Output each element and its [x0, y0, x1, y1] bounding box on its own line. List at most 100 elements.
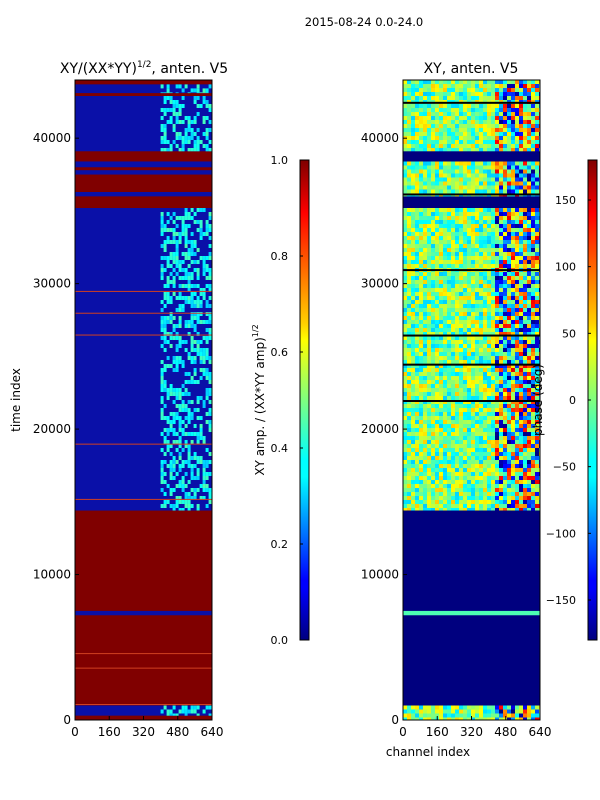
phase-cell — [415, 432, 419, 436]
phase-cell — [523, 228, 527, 232]
phase-cell — [431, 208, 435, 212]
phase-cell — [531, 336, 535, 340]
phase-cell — [519, 504, 523, 508]
phase-cell — [507, 412, 511, 416]
phase-cell — [403, 340, 407, 344]
amplitude-cell — [172, 292, 176, 296]
phase-cell — [419, 260, 423, 264]
phase-cell — [435, 464, 439, 468]
phase-cell — [503, 460, 507, 464]
phase-cell — [427, 444, 431, 448]
amplitude-cell — [193, 268, 197, 272]
phase-cell — [535, 476, 539, 480]
phase-cell — [495, 84, 499, 88]
phase-cell — [419, 304, 423, 308]
phase-cell — [463, 709, 467, 714]
amplitude-cell — [196, 488, 200, 492]
phase-cell — [527, 256, 531, 260]
phase-cell — [483, 80, 487, 84]
phase-cell — [503, 88, 507, 92]
phase-cell — [507, 508, 511, 511]
phase-cell — [471, 504, 475, 508]
phase-cell — [527, 232, 531, 236]
amplitude-cell — [169, 384, 173, 388]
phase-cell — [527, 304, 531, 308]
phase-cell — [415, 248, 419, 252]
phase-cell — [515, 260, 519, 264]
phase-cell — [463, 476, 467, 480]
phase-cell — [419, 460, 423, 464]
phase-cell — [507, 492, 511, 496]
phase-cell — [407, 177, 411, 182]
amplitude-cell — [187, 116, 191, 120]
amplitude-cell — [193, 464, 197, 468]
amplitude-cell — [175, 412, 179, 416]
saturated-band — [75, 174, 212, 192]
phase-cell — [483, 304, 487, 308]
amplitude-cell — [187, 492, 191, 496]
phase-cell — [499, 189, 503, 194]
phase-cell — [455, 324, 459, 328]
phase-cell — [407, 440, 411, 444]
phase-cell — [427, 132, 431, 136]
phase-cell — [431, 292, 435, 296]
amplitude-cell — [190, 216, 194, 220]
phase-cell — [523, 116, 527, 120]
phase-cell — [459, 185, 463, 190]
phase-cell — [535, 165, 539, 170]
phase-cell — [499, 508, 503, 511]
phase-cell — [467, 224, 471, 228]
phase-cell — [443, 144, 447, 148]
phase-cell — [415, 444, 419, 448]
amplitude-cell — [184, 324, 188, 328]
phase-cell — [427, 212, 431, 216]
phase-cell — [479, 324, 483, 328]
phase-cell — [447, 368, 451, 372]
phase-cell — [439, 272, 443, 276]
phase-cell — [423, 717, 427, 720]
phase-cell — [471, 292, 475, 296]
phase-cell — [447, 705, 451, 710]
phase-cell — [431, 304, 435, 308]
phase-cell — [511, 92, 515, 96]
amplitude-cell — [163, 480, 167, 484]
phase-cell — [479, 428, 483, 432]
phase-cell — [495, 500, 499, 504]
phase-cell — [419, 312, 423, 316]
amplitude-cell — [208, 420, 212, 424]
amplitude-cell — [163, 440, 167, 444]
phase-cell — [443, 316, 447, 320]
phase-cell — [515, 432, 519, 436]
phase-cell — [487, 396, 491, 400]
phase-cell — [483, 181, 487, 186]
phase-cell — [463, 372, 467, 376]
amplitude-cell — [196, 112, 200, 116]
phase-cell — [475, 432, 479, 436]
phase-cell — [491, 420, 495, 424]
phase-cell — [503, 284, 507, 288]
phase-cell — [463, 364, 467, 368]
phase-cell — [451, 328, 455, 332]
phase-cell — [515, 308, 519, 312]
phase-cell — [487, 108, 491, 112]
phase-cell — [495, 248, 499, 252]
phase-cell — [439, 709, 443, 714]
phase-cell — [499, 432, 503, 436]
phase-cell — [423, 452, 427, 456]
amplitude-cell — [160, 336, 164, 340]
phase-cell — [507, 328, 511, 332]
amplitude-cell — [196, 272, 200, 276]
phase-cell — [535, 104, 539, 108]
phase-cell — [519, 128, 523, 132]
phase-cell — [447, 240, 451, 244]
phase-cell — [415, 492, 419, 496]
phase-cell — [467, 388, 471, 392]
phase-cell — [447, 252, 451, 256]
phase-cell — [531, 709, 535, 714]
phase-cell — [439, 216, 443, 220]
phase-cell — [515, 173, 519, 178]
phase-cell — [423, 296, 427, 300]
amplitude-cell — [187, 372, 191, 376]
phase-cell — [403, 312, 407, 316]
phase-cell — [471, 452, 475, 456]
